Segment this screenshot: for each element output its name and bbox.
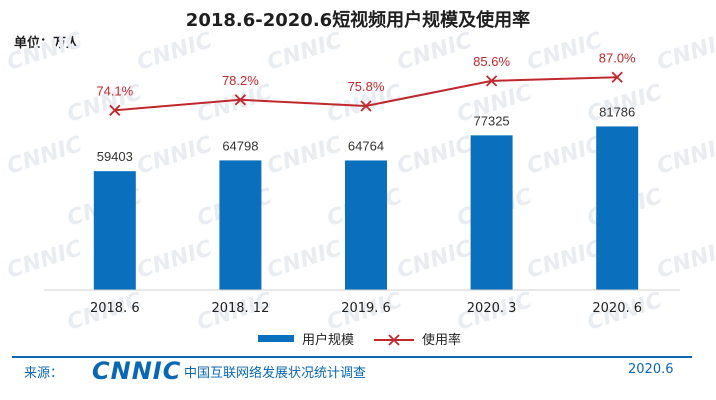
marker-stroke [109, 104, 121, 116]
unit-label: 单位：万人 [14, 36, 80, 51]
line-value-label: 85.6% [473, 54, 510, 69]
bar [219, 160, 262, 290]
watermark-text: CNNIC [264, 132, 345, 180]
line-series [109, 71, 623, 116]
bar-value-labels: 59403 64798 64764 77325 81786 [97, 104, 636, 164]
bar [345, 160, 387, 290]
watermark-text: CNNIC [714, 80, 716, 128]
watermark-text: CNNIC [4, 132, 85, 180]
watermark-text: CNNIC [524, 28, 605, 76]
line-marker [485, 75, 498, 87]
watermark-text: CNNIC [654, 28, 716, 76]
cnnic-logo: CNNIC [92, 357, 182, 385]
watermark-text: CNNIC [4, 236, 85, 284]
chart-title: 2018.6-2020.6短视频用户规模及使用率 [185, 10, 531, 31]
bar-value-label: 59403 [97, 149, 133, 164]
x-tick-label: 2020. 3 [467, 301, 517, 316]
watermark-text: CNNIC [134, 236, 215, 284]
line-marker [611, 71, 623, 83]
bar [93, 171, 136, 290]
line-value-label: 87.0% [599, 50, 636, 65]
watermark-text: CNNIC [264, 236, 345, 284]
legend-line-label: 使用率 [422, 332, 461, 348]
watermark-text: CNNIC [134, 132, 215, 180]
bar-value-label: 81786 [599, 104, 635, 119]
x-tick-label: 2019. 6 [341, 301, 391, 316]
line-marker [360, 100, 372, 112]
marker-stroke [611, 71, 623, 83]
footer-date: 2020.6 [628, 362, 674, 377]
watermark-text: CNNIC [654, 132, 716, 180]
bar-value-label: 77325 [474, 113, 510, 128]
legend-bar-swatch [258, 335, 294, 342]
footer-organization: 中国互联网络发展状况统计调查 [184, 366, 367, 381]
watermark-text: CNNIC [714, 288, 716, 336]
marker-stroke [360, 100, 372, 112]
watermark-text: CNNIC [134, 28, 215, 76]
watermark-text: CNNIC [714, 184, 716, 232]
x-tick-label: 2020. 6 [592, 301, 642, 316]
line-value-label: 74.1% [96, 83, 133, 98]
line-value-label: 75.8% [348, 79, 385, 94]
watermark-text: CNNIC [524, 236, 605, 284]
bar-value-label: 64764 [348, 138, 384, 153]
watermark-text: CNNIC [654, 236, 716, 284]
x-axis: 2018. 6 2018. 12 2019. 6 2020. 3 2020. 6 [44, 289, 680, 316]
footer-divider [12, 356, 692, 358]
bar [470, 135, 513, 290]
watermark-text: CNNIC [394, 132, 475, 180]
bar [596, 126, 639, 290]
marker-stroke [485, 75, 498, 87]
line-marker [234, 94, 247, 106]
line-value-labels: 74.1% 78.2% 75.8% 85.6% 87.0% [96, 50, 636, 98]
legend: 用户规模 使用率 [258, 332, 461, 348]
x-tick-label: 2018. 6 [90, 301, 140, 316]
watermark-text: CNNIC [264, 28, 345, 76]
watermark-text: CNNIC [524, 132, 605, 180]
watermark-text: CNNIC [4, 28, 85, 76]
line-value-label: 78.2% [222, 73, 259, 88]
legend-line-marker [388, 334, 400, 346]
bar-series [93, 126, 639, 290]
footer-source-label: 来源： [24, 366, 64, 381]
line-marker [109, 104, 121, 116]
x-tick-label: 2018. 12 [211, 301, 269, 316]
watermark-text: CNNIC [394, 28, 475, 76]
legend-bar-label: 用户规模 [302, 332, 354, 348]
marker-stroke [234, 94, 247, 106]
bar-value-label: 64798 [222, 138, 258, 153]
watermark-text: CNNIC [394, 236, 475, 284]
